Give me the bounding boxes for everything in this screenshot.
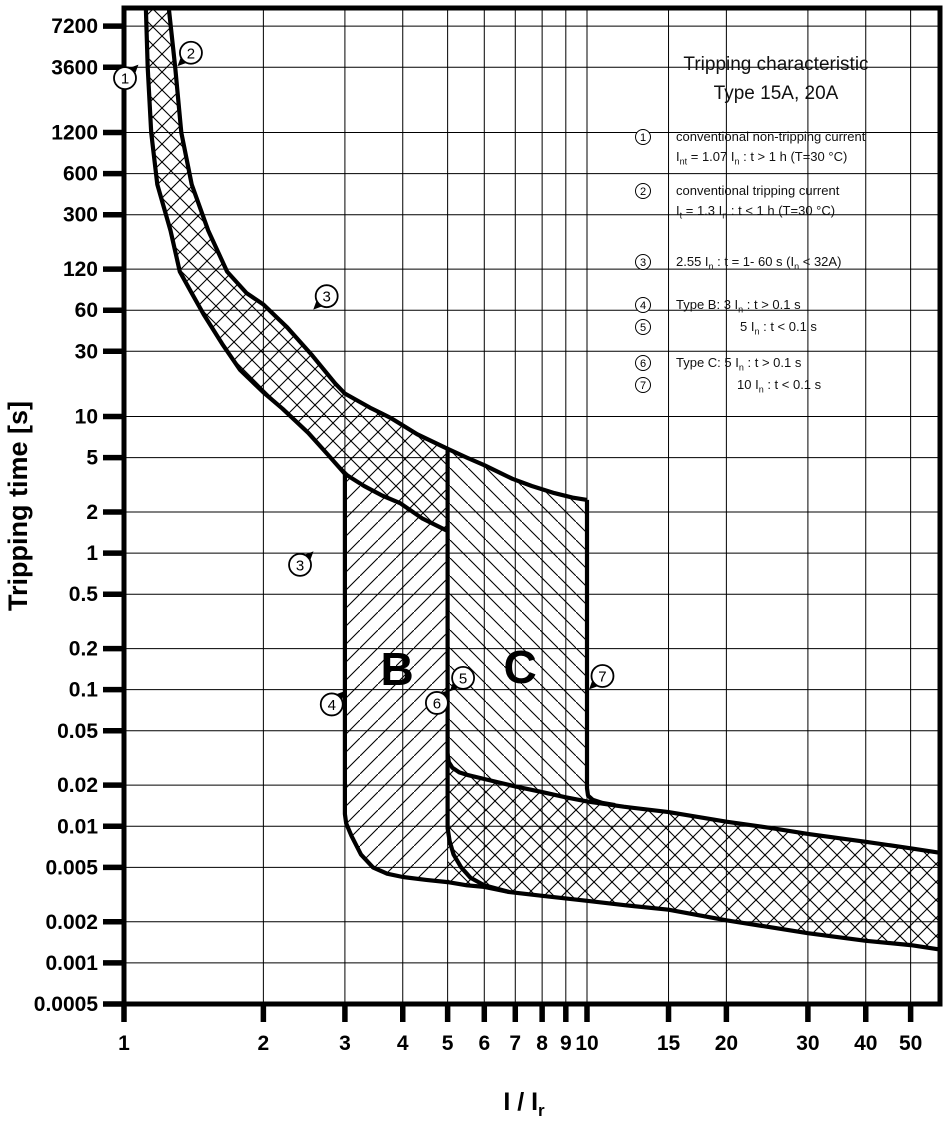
- region-type_b_region: [344, 473, 448, 883]
- x-tick-label: 20: [715, 1032, 738, 1055]
- y-tick-label: 2: [86, 501, 98, 524]
- x-tick-label: 30: [796, 1032, 819, 1055]
- y-tick-label: 120: [63, 258, 98, 281]
- y-tick-label: 30: [75, 340, 98, 363]
- curve-instantaneous_upper_boundary: [445, 753, 941, 855]
- y-tick-label: 60: [75, 299, 98, 322]
- x-tick-label: 6: [478, 1032, 490, 1055]
- curve-conventional_tripping_curve_2: [166, 8, 588, 502]
- legend-title-line2: Type 15A, 20A: [713, 83, 839, 104]
- legend-item-text-1: conventional non-tripping current Int = 1…: [676, 129, 866, 167]
- marker-circle-6: [424, 691, 449, 715]
- marker-circle-3: [314, 284, 339, 309]
- y-tick-label: 0.1: [69, 679, 99, 702]
- region-type_c_region: [447, 448, 587, 802]
- curve-type_b_boundary_3In: [342, 473, 941, 952]
- x-tick-label: 40: [854, 1032, 877, 1055]
- legend-item-number-1: 1: [635, 129, 651, 145]
- x-tick-label: 9: [560, 1032, 572, 1055]
- y-tick-label: 0.0005: [34, 993, 99, 1016]
- curve-conventional_non_tripping_curve_1: [143, 9, 449, 533]
- x-tick-label: 2: [258, 1032, 270, 1055]
- marker-number-4: 4: [328, 697, 336, 714]
- legend-item-number-2: 2: [635, 183, 651, 199]
- legend-item-text-3: 2.55 In : t = 1- 60 s (In < 32A): [676, 254, 842, 272]
- x-tick-label: 50: [899, 1032, 922, 1055]
- x-tick-label: 8: [536, 1032, 548, 1055]
- y-tick-label: 7200: [51, 15, 98, 38]
- marker-circle-5: [451, 665, 475, 690]
- legend-item-text-7: 10 In : t < 0.1 s: [737, 377, 822, 395]
- y-tick-label: 3600: [51, 56, 98, 79]
- y-tick-label: 0.2: [69, 638, 98, 661]
- legend-title-line1: Tripping characteristic: [683, 54, 869, 75]
- legend-item-number-7: 7: [635, 377, 651, 393]
- marker-number-3: 3: [296, 557, 304, 574]
- x-tick-label: 4: [397, 1032, 409, 1055]
- y-tick-label: 1200: [51, 121, 98, 144]
- region-label-B: B: [381, 643, 414, 695]
- x-tick-label: 10: [575, 1032, 598, 1055]
- marker-number-3: 3: [323, 289, 331, 306]
- y-tick-label: 0.05: [57, 720, 98, 743]
- y-axis-title: Tripping time [s]: [3, 401, 33, 611]
- y-tick-label: 10: [75, 405, 98, 428]
- legend-item-text-4: Type B: 3 In : t > 0.1 s: [676, 297, 801, 315]
- legend-item-text-2: conventional tripping current It = 1.3 In…: [676, 183, 840, 221]
- y-tick-label: 0.005: [45, 856, 98, 879]
- x-tick-label: 5: [442, 1032, 454, 1055]
- x-tick-label: 1: [118, 1032, 130, 1055]
- legend-item-number-5: 5: [635, 319, 651, 335]
- curve-type_c_boundary_10In: [584, 499, 616, 808]
- x-axis-title: I / Ir: [503, 1088, 545, 1120]
- y-tick-label: 0.02: [57, 774, 98, 797]
- marker-number-5: 5: [459, 670, 467, 687]
- x-tick-label: 15: [657, 1032, 681, 1055]
- y-tick-label: 0.002: [45, 911, 98, 934]
- region-instantaneous_band: [447, 753, 941, 950]
- legend-item-number-4: 4: [635, 297, 651, 313]
- legend-title: Tripping characteristic Type 15A, 20A: [640, 50, 912, 108]
- legend-item-number-6: 6: [635, 355, 651, 371]
- region-label-C: C: [503, 641, 536, 693]
- x-tick-label: 7: [509, 1032, 521, 1055]
- marker-circle-7: [590, 664, 615, 688]
- axis-ticks: [103, 23, 914, 1022]
- y-tick-label: 0.001: [45, 952, 98, 975]
- x-tick-label: 3: [339, 1032, 351, 1055]
- legend: Tripping characteristic Type 15A, 20A 1 c…: [618, 44, 938, 404]
- marker-circle-1: [113, 66, 137, 91]
- y-tick-label: 1: [86, 542, 98, 565]
- legend-item-text-5: 5 In : t < 0.1 s: [740, 319, 817, 337]
- marker-circle-2: [179, 40, 203, 65]
- legend-item-text-6: Type C: 5 In : t > 0.1 s: [676, 355, 802, 373]
- marker-number-1: 1: [121, 71, 129, 88]
- plot-frame: [121, 5, 943, 1007]
- marker-number-2: 2: [187, 45, 195, 62]
- y-tick-label: 600: [63, 163, 98, 186]
- y-tick-label: 300: [63, 204, 98, 227]
- y-tick-label: 5: [86, 447, 98, 470]
- curve-type_c_boundary_5In: [445, 448, 511, 895]
- marker-number-7: 7: [598, 668, 606, 685]
- marker-circle-3: [288, 552, 312, 577]
- marker-number-6: 6: [433, 695, 441, 712]
- y-tick-label: 0.01: [57, 815, 98, 838]
- legend-item-number-3: 3: [635, 254, 651, 270]
- y-tick-label: 0.5: [69, 583, 99, 606]
- grid-lines: [123, 8, 940, 1005]
- marker-circle-4: [319, 692, 344, 717]
- region-thermal_band: [145, 9, 448, 532]
